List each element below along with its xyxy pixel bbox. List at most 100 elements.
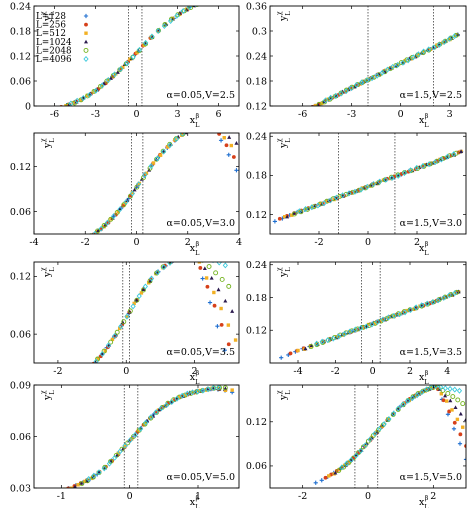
- data-point: [313, 103, 318, 106]
- x-tick-label: -1: [57, 491, 66, 502]
- chart-panel-2: -6 -3 0 3 0.12 0.18 0.24 0.3 0.36 α=1.5,V=2.5 xLβ y…: [246, 1, 467, 129]
- data-point: [176, 256, 179, 259]
- y-axis-label: yLχ: [39, 390, 56, 401]
- data-point: [74, 241, 78, 245]
- data-point: [230, 388, 234, 392]
- data-point: [206, 0, 209, 1]
- data-point: [207, 120, 211, 124]
- data-point: [115, 70, 120, 74]
- data-point: [161, 22, 167, 29]
- data-point: [421, 48, 427, 55]
- data-point: [182, 254, 186, 258]
- data-point: [67, 244, 70, 247]
- y-tick-label: 0.06: [10, 329, 31, 340]
- data-point: [348, 85, 354, 92]
- data-point: [457, 441, 463, 446]
- x-axis-label: xLβ: [190, 112, 200, 129]
- chart-panel-5: -2 0 2 0.06 0.12 α=0.05,V=3.5 xLβ yLχ: [10, 254, 240, 386]
- data-point: [213, 122, 217, 126]
- data-point: [452, 420, 457, 425]
- data-point: [217, 133, 222, 136]
- data-point: [379, 69, 385, 76]
- data-point: [183, 393, 187, 398]
- data-point: [441, 398, 446, 403]
- data-point: [453, 150, 459, 156]
- data-point: [313, 480, 318, 485]
- data-point: [60, 379, 64, 383]
- data-point: [396, 311, 403, 318]
- data-point: [167, 262, 173, 265]
- legend-label: L=256: [36, 21, 66, 31]
- data-point: [130, 53, 136, 60]
- data-point: [464, 417, 466, 422]
- data-point: [419, 303, 425, 309]
- data-point: [391, 410, 397, 417]
- data-point: [63, 379, 67, 383]
- data-point: [414, 392, 420, 399]
- data-point: [432, 159, 438, 166]
- data-point: [71, 101, 75, 105]
- data-point: [211, 124, 215, 128]
- data-point: [144, 171, 149, 176]
- data-point: [60, 244, 64, 248]
- y-tick-label: 0.18: [10, 26, 31, 37]
- data-point: [348, 456, 354, 463]
- data-point: [179, 392, 185, 399]
- chart-panel-8: -2 0 2 0.06 0.12 α=1.5,V=5.0 xLβ yLχ: [246, 384, 467, 508]
- data-point: [395, 405, 401, 412]
- data-point: [99, 84, 104, 89]
- data-points: [286, 32, 460, 122]
- data-point: [396, 62, 401, 67]
- data-point: [358, 186, 364, 193]
- data-point: [451, 151, 457, 158]
- data-point: [184, 390, 190, 397]
- data-point: [286, 118, 290, 122]
- data-point: [319, 338, 325, 345]
- data-point: [422, 49, 426, 54]
- y-tick-label: 0.03: [10, 483, 31, 494]
- data-point: [230, 309, 235, 313]
- data-point: [402, 401, 406, 406]
- data-point: [233, 0, 237, 3]
- data-point: [89, 364, 93, 368]
- data-point: [279, 355, 284, 360]
- data-point: [374, 319, 381, 326]
- x-tick-label: 0: [365, 237, 371, 248]
- data-point: [405, 57, 411, 64]
- data-point: [352, 188, 358, 195]
- data-point: [323, 475, 328, 480]
- data-point: [44, 109, 48, 113]
- panel-annotation: α=0.05,V=3.5: [167, 347, 235, 358]
- data-point: [178, 254, 182, 258]
- data-point: [106, 460, 113, 467]
- data-point: [75, 374, 78, 377]
- data-point: [336, 468, 342, 474]
- data-point: [80, 371, 84, 375]
- y-tick-label: 0.12: [10, 272, 31, 283]
- data-point: [41, 110, 45, 114]
- data-point: [204, 121, 208, 125]
- data-point: [155, 28, 161, 34]
- data-point: [196, 6, 198, 7]
- data-point: [356, 187, 362, 193]
- data-point: [206, 0, 210, 2]
- data-point: [177, 256, 181, 260]
- data-point: [210, 121, 214, 125]
- data-point: [142, 171, 148, 178]
- data-point: [455, 417, 460, 422]
- data-point: [205, 121, 209, 125]
- data-point: [132, 431, 139, 438]
- data-point: [168, 17, 174, 24]
- data-point: [222, 385, 228, 391]
- data-point: [143, 419, 149, 426]
- data-point: [74, 97, 80, 104]
- data-point: [102, 225, 106, 229]
- data-point: [73, 484, 77, 488]
- data-point: [167, 141, 173, 147]
- data-point: [53, 381, 56, 384]
- plot-frame: [33, 261, 240, 364]
- data-point: [187, 128, 190, 131]
- data-point: [367, 436, 373, 443]
- data-point: [177, 10, 182, 15]
- data-point: [215, 324, 220, 329]
